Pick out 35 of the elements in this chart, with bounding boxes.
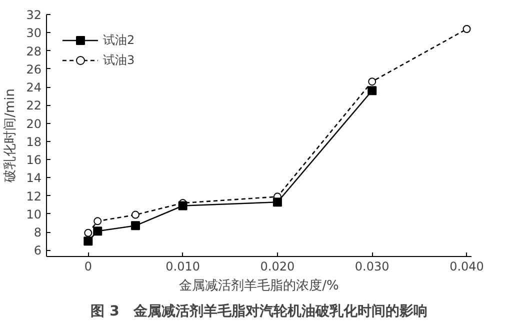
x-tick-label: 0.010: [166, 260, 200, 274]
point: [178, 201, 188, 210]
y-tick-label: 32: [26, 8, 42, 22]
point: [368, 78, 376, 86]
x-tick-label: 0.030: [354, 260, 390, 274]
y-tick-label: 8: [34, 226, 42, 240]
y-axis-title: 破乳化时间/min: [3, 88, 18, 184]
legend-label: 试油3: [103, 52, 135, 68]
legend-label: 试油2: [103, 32, 135, 48]
y-tick-label: 20: [26, 116, 42, 131]
y-tick-label: 18: [26, 134, 42, 149]
point: [130, 221, 140, 230]
y-tick-label: 10: [26, 207, 42, 222]
point: [84, 228, 92, 237]
point: [368, 86, 377, 96]
y-tick-label: 16: [26, 153, 42, 168]
text: 图 3 金属减活剂羊毛脂对汽轮机油破乳化时间的影响: [90, 302, 428, 320]
y-tick-label: 28: [26, 44, 42, 58]
x-tick-label: 0: [84, 260, 92, 274]
y-tick-label: 30: [26, 26, 42, 40]
point: [94, 217, 102, 226]
y-tick-label: 6: [34, 244, 42, 258]
point: [131, 210, 140, 219]
x-tick-label: 0.020: [260, 260, 295, 274]
y-tick-label: 22: [26, 98, 42, 113]
y-tick-label: 24: [26, 80, 42, 95]
y-tick-label: 12: [26, 189, 42, 204]
point: [462, 25, 471, 33]
point: [272, 198, 282, 207]
x-axis-title: 金属减活剂羊毛脂的浓度/%: [179, 278, 339, 294]
point: [93, 226, 102, 236]
x-tick-label: 0.040: [450, 260, 484, 274]
y-tick-label: 26: [26, 62, 42, 76]
y-tick-label: 14: [26, 171, 42, 186]
point: [84, 236, 93, 246]
